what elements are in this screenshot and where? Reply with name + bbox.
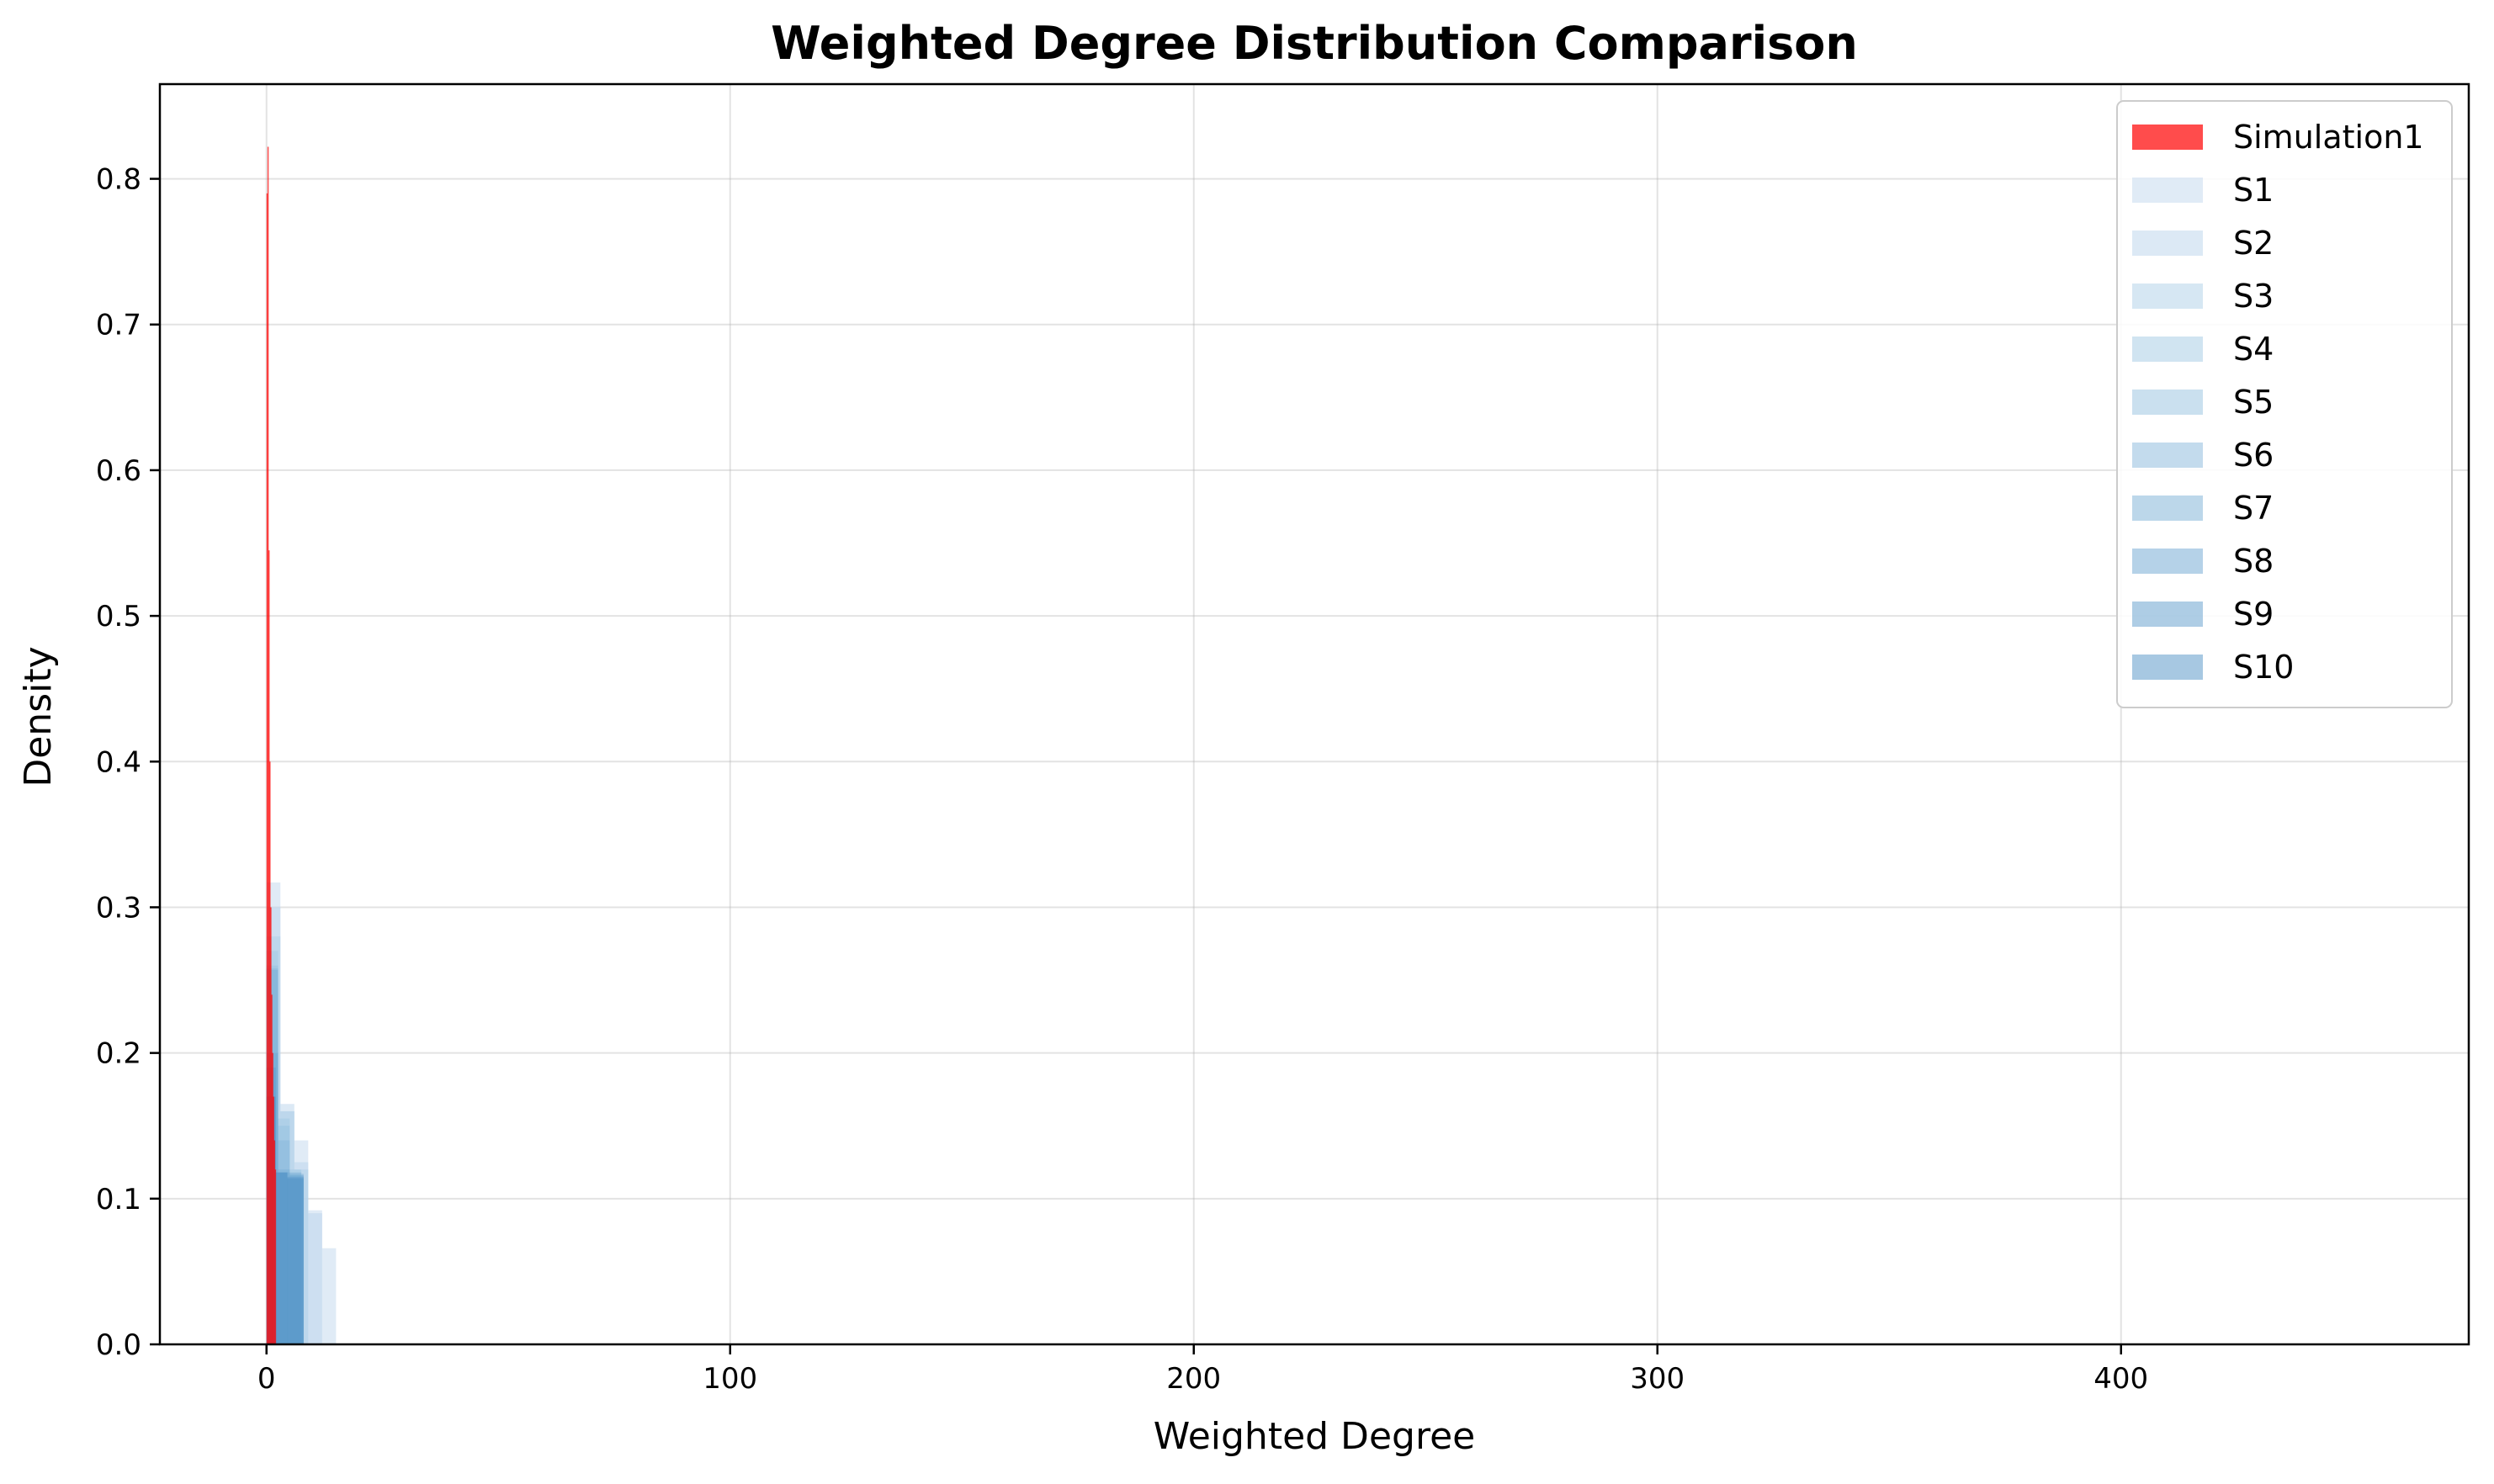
bar-Simulation1-3 xyxy=(269,761,271,1344)
bar-Simulation1-1 xyxy=(267,146,269,1345)
legend: Simulation1 S1 S2 S3 S4 S5 S6 S7 S8 S9 S10 xyxy=(2116,100,2453,708)
y-tick-label-4: 0.4 xyxy=(96,745,141,779)
legend-swatch-S7 xyxy=(2132,496,2203,521)
legend-swatch-S2 xyxy=(2132,231,2203,256)
y-tick-label-0: 0.0 xyxy=(96,1328,141,1362)
legend-swatch-S3 xyxy=(2132,284,2203,309)
bar-Simulation1-6 xyxy=(272,1052,273,1344)
chart-title: Weighted Degree Distribution Comparison xyxy=(771,17,1858,70)
y-tick-label-2: 0.2 xyxy=(96,1037,141,1071)
bar-Simulation1-0 xyxy=(266,193,268,1344)
legend-label-S10: S10 xyxy=(2233,649,2294,686)
y-tick-label-5: 0.5 xyxy=(96,600,141,633)
x-tick-label-2: 200 xyxy=(1166,1362,1221,1396)
legend-swatch-S9 xyxy=(2132,602,2203,627)
legend-label-S4: S4 xyxy=(2233,331,2274,368)
y-axis-label: Density xyxy=(17,646,60,787)
legend-swatch-S5 xyxy=(2132,390,2203,415)
legend-label-S5: S5 xyxy=(2233,384,2274,421)
legend-label-S1: S1 xyxy=(2233,172,2274,209)
y-tick-label-3: 0.3 xyxy=(96,891,141,925)
legend-label-S9: S9 xyxy=(2233,596,2274,633)
bar-Simulation1-8 xyxy=(273,1140,276,1344)
series-Simulation1 xyxy=(266,146,277,1345)
bar-S10-1 xyxy=(275,1172,288,1344)
bar-Simulation1-9 xyxy=(274,1169,277,1344)
bar-S2-3 xyxy=(308,1213,322,1344)
x-tick-label-4: 400 xyxy=(2093,1362,2148,1396)
legend-label-S2: S2 xyxy=(2233,225,2274,262)
bar-Simulation1-5 xyxy=(271,994,273,1344)
x-tick-label-0: 0 xyxy=(257,1362,276,1396)
legend-label-S6: S6 xyxy=(2233,437,2274,474)
legend-swatch-Simulation1 xyxy=(2132,125,2203,150)
bar-S10-2 xyxy=(287,1178,304,1344)
y-tick-label-6: 0.6 xyxy=(96,454,141,488)
bar-Simulation1-2 xyxy=(268,550,270,1344)
histogram-bars xyxy=(266,146,337,1345)
bar-Simulation1-4 xyxy=(270,907,272,1344)
y-tick-label-1: 0.1 xyxy=(96,1183,141,1216)
y-tick-label-7: 0.7 xyxy=(96,309,141,342)
x-axis-label: Weighted Degree xyxy=(1154,1415,1475,1458)
x-tick-label-1: 100 xyxy=(703,1362,757,1396)
legend-swatch-S6 xyxy=(2132,443,2203,468)
bar-S1-4 xyxy=(321,1248,337,1344)
legend-swatch-S4 xyxy=(2132,337,2203,362)
y-tick-label-8: 0.8 xyxy=(96,163,141,197)
legend-label-S7: S7 xyxy=(2233,490,2274,527)
legend-label-S8: S8 xyxy=(2233,543,2274,580)
x-tick-label-3: 300 xyxy=(1630,1362,1685,1396)
axes: 0 100 200 300 400 0.0 0.1 0.2 0.3 0.4 0.5 0.6 0.7 0.8 xyxy=(96,82,2470,1396)
bar-Simulation1-7 xyxy=(273,1096,274,1344)
legend-label-Simulation1: Simulation1 xyxy=(2233,119,2424,156)
legend-label-S3: S3 xyxy=(2233,278,2274,315)
plot-frame xyxy=(158,82,2470,1346)
legend-swatch-S1 xyxy=(2132,178,2203,203)
legend-swatch-S8 xyxy=(2132,549,2203,574)
legend-swatch-S10 xyxy=(2132,655,2203,680)
